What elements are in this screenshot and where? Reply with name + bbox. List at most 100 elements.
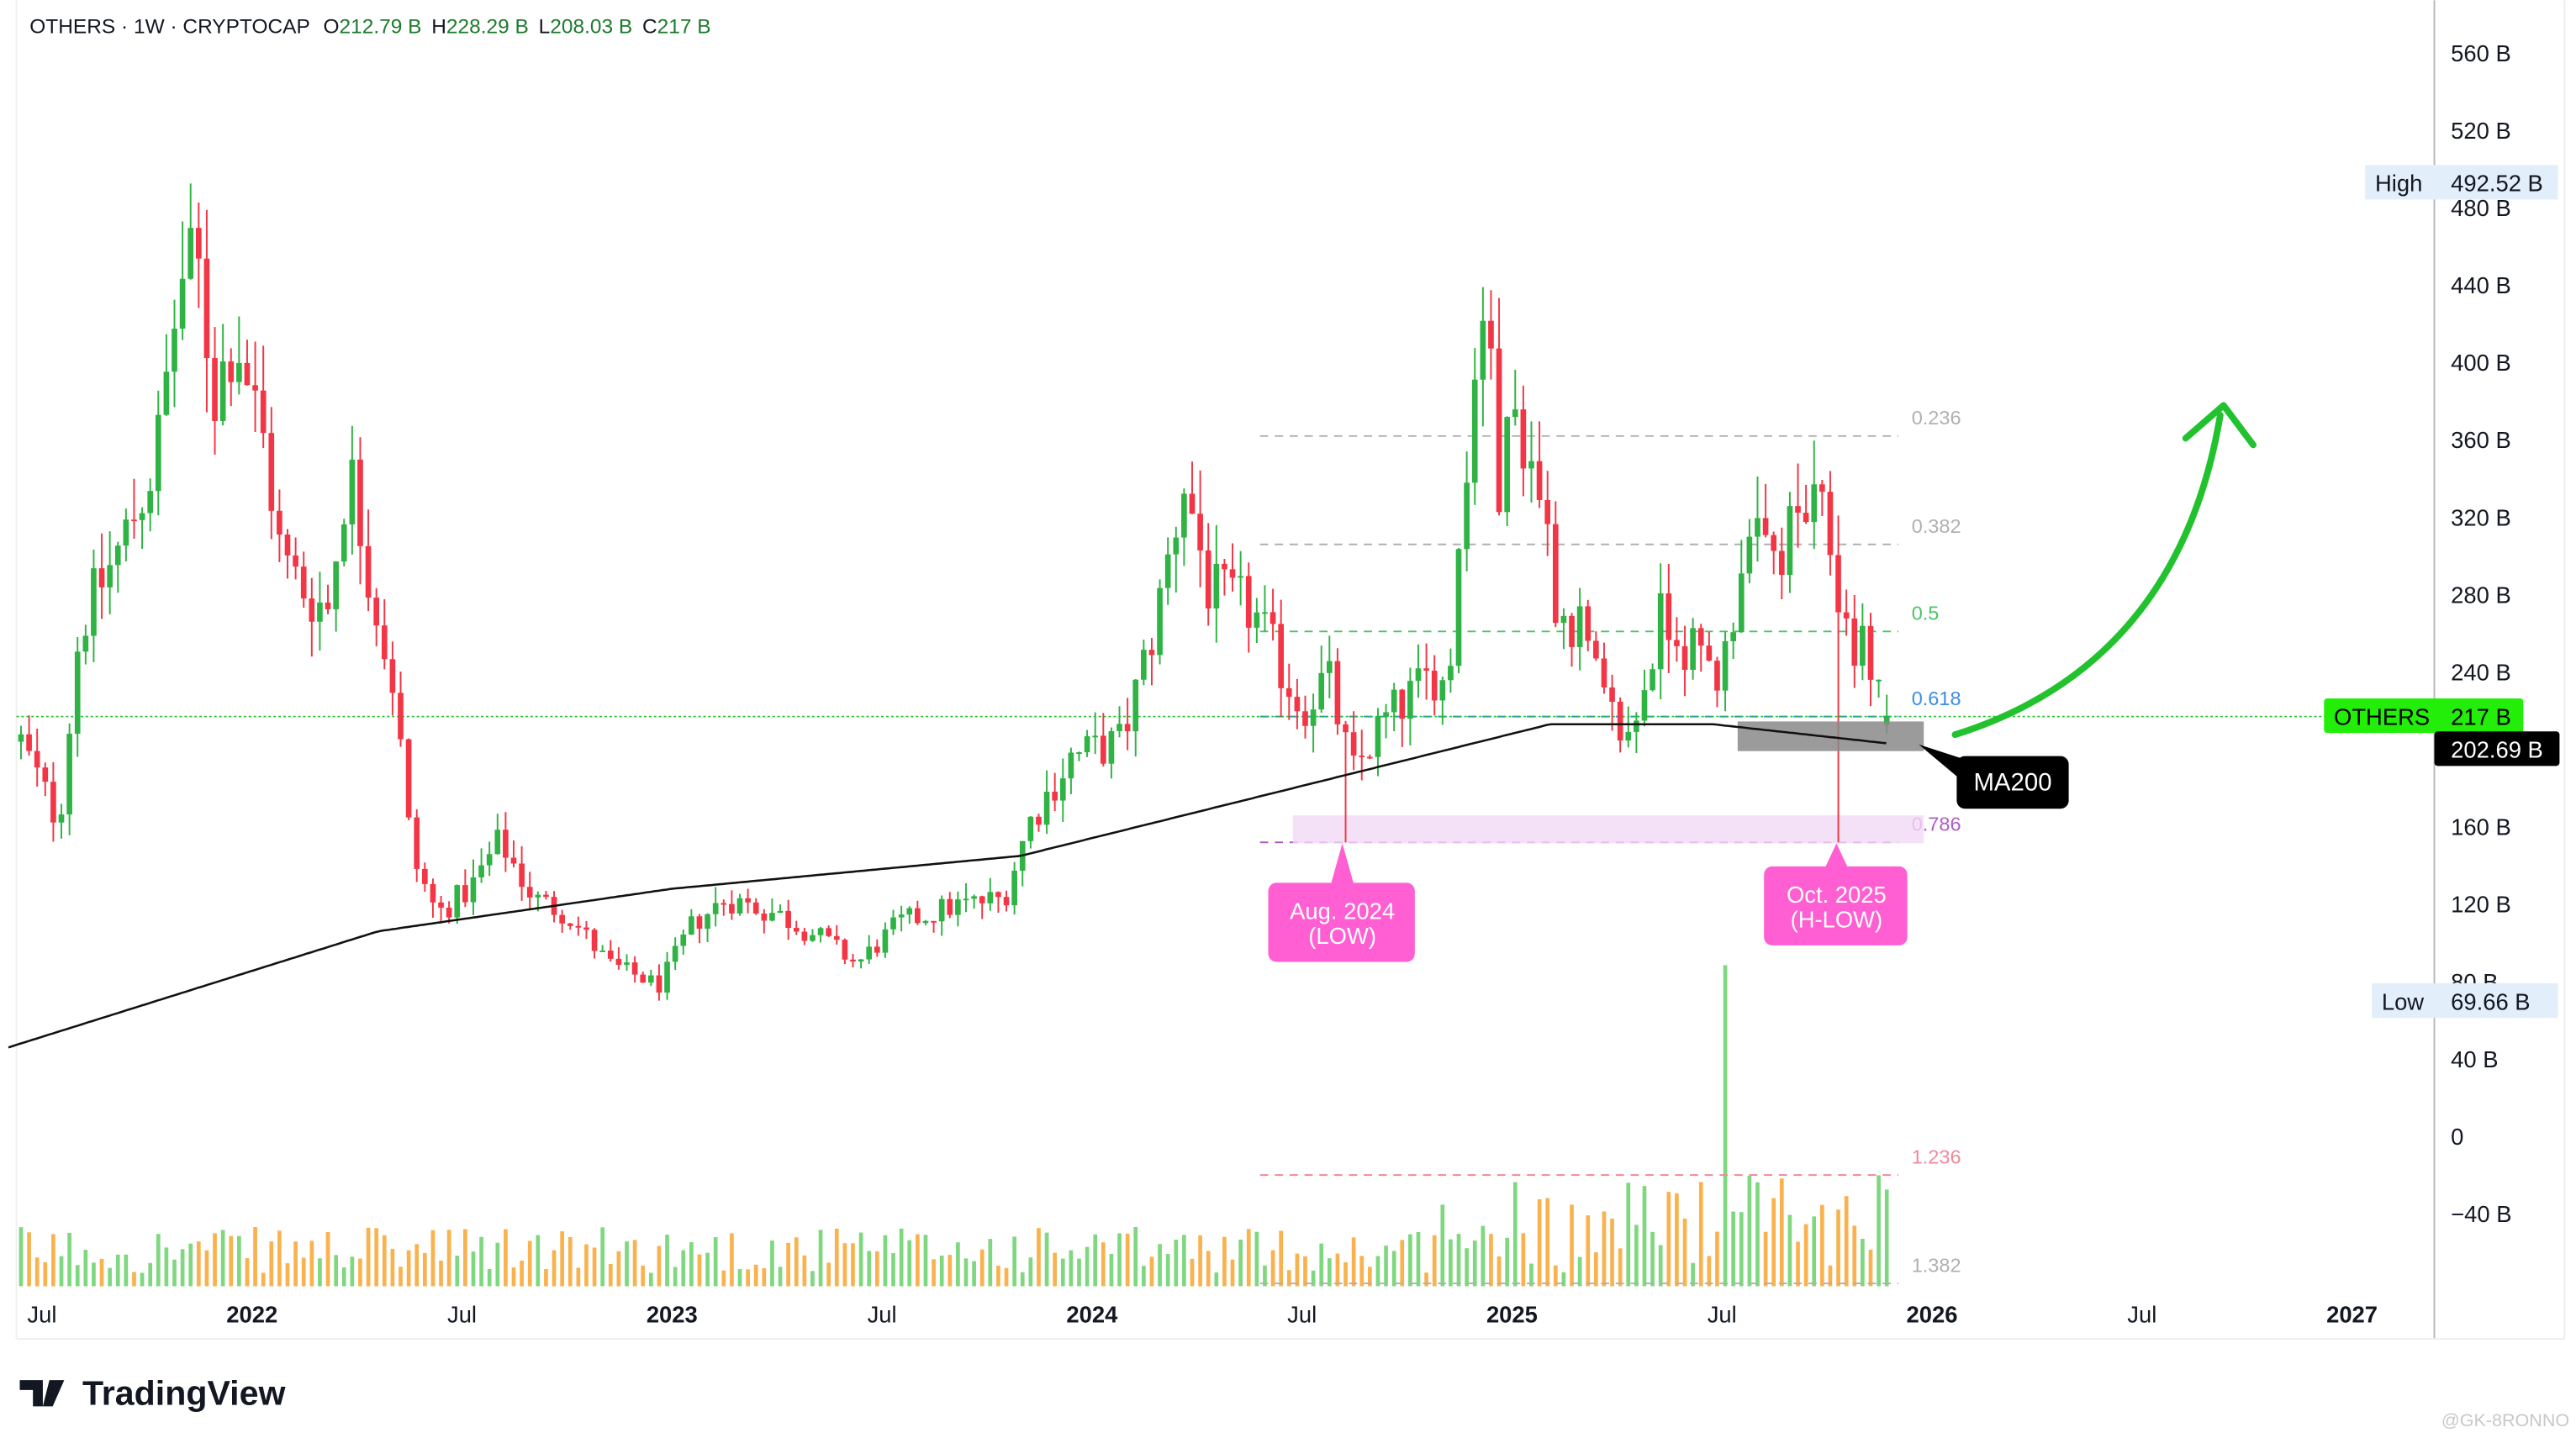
candle-body [454,885,461,918]
candle-body [503,830,509,858]
price-tick-label: 40 B [2451,1046,2498,1072]
candle-body [1536,461,1543,500]
candle-body [1197,514,1203,550]
last-price-marker: OTHERS 217 B [2324,698,2524,734]
candle-body [131,519,137,522]
candle-body [793,928,800,932]
candle-body [1576,606,1583,647]
volume-bar [1037,1228,1041,1287]
tradingview-logo[interactable]: TradingView [19,1373,287,1412]
volume-bar [1391,1251,1396,1287]
candle-body [300,566,307,599]
volume-bar [1142,1266,1146,1287]
candle-body [196,228,202,259]
candle-body [1229,569,1236,578]
candle-body [340,524,347,562]
volume-bar [1327,1258,1332,1287]
candle-body [66,734,72,815]
candle-body [696,916,703,929]
candle-body [1585,606,1592,641]
candle-body [1173,537,1180,555]
volume-bar [1198,1235,1202,1287]
volume-bar [1650,1231,1655,1287]
candle-body [1827,492,1834,556]
candle-body [1439,680,1446,701]
candle-body [874,946,880,953]
candle-body [1560,615,1567,624]
candle-body [1367,756,1373,759]
symbol-header[interactable]: OTHERS · 1W · CRYPTOCAP O212.79 B H228.29 … [29,16,710,39]
volume-bar [132,1272,136,1287]
candle-body [1350,732,1357,756]
volume-bar [1489,1234,1493,1287]
volume-bar [1117,1233,1122,1287]
close-value: 217 B [657,16,711,39]
candle-body [1771,535,1777,551]
volume-bar [737,1269,742,1287]
candle-body [1359,755,1365,757]
volume-bar [1109,1253,1114,1287]
volume-bar [382,1235,387,1287]
volume-bar [1529,1263,1533,1287]
candle-body [1189,493,1196,514]
candle-body [462,885,468,903]
price-tick-label: 360 B [2451,427,2511,453]
volume-bar [108,1267,113,1287]
volume-bar [867,1251,872,1287]
candle-body [1278,624,1285,688]
time-axis[interactable]: Jul 2022 Jul 2023 Jul 2024 Jul 2025 Jul 2026 Jul 20… [27,1302,2378,1328]
candle-body [1205,550,1211,608]
candle-body [50,782,56,823]
candle-body [1625,731,1632,741]
volume-bar [1884,1189,1889,1287]
candle-body [963,898,969,901]
candle-body [607,950,614,959]
volume-bar [899,1228,904,1287]
volume-bar [665,1235,669,1287]
volume-bar [188,1243,193,1287]
candle-body [203,258,210,359]
candle-body [42,767,49,782]
volume-bar [34,1257,40,1287]
green-up-arrow [1951,412,2224,739]
candle-body [1867,625,1874,680]
volume-bar [1779,1178,1784,1287]
ma200-callout-text: MA200 [1973,769,2051,797]
volume-bar [1658,1245,1663,1287]
candle-body [689,916,694,935]
volume-bar [1505,1237,1510,1287]
candle-body [1076,752,1082,755]
volume-bar [1449,1239,1453,1287]
volume-bar [1093,1234,1098,1287]
candle-body [494,830,501,855]
volume-bar [1375,1256,1380,1287]
volume-bar [495,1242,500,1287]
volume-bar [1004,1267,1009,1287]
volume-bar [1238,1239,1243,1287]
volume-bar [301,1257,306,1287]
volume-bar [600,1227,605,1287]
volume-bar [1158,1244,1162,1287]
fib-label-1.382: 1.382 [1912,1254,1961,1276]
volume-bar [1561,1272,1566,1287]
volume-bar [18,1227,24,1287]
volume-bar [963,1258,969,1287]
volume-bar [430,1230,435,1287]
volume-bar [746,1269,750,1287]
candles [18,183,1890,1001]
volume-bar [1432,1235,1437,1287]
volume-bar [99,1258,104,1287]
candle-body [1609,687,1615,702]
candle-body [293,555,298,567]
volume-bar [1472,1240,1477,1287]
volume-bar [576,1267,581,1287]
candle-body [1552,524,1559,624]
candle-body [955,899,961,915]
candle-body [1471,379,1478,483]
time-tick-label: Jul [2127,1302,2156,1328]
volume-bar [689,1241,694,1287]
candle-body [1343,724,1349,733]
candle-body [1003,897,1010,906]
volume-bar [1465,1248,1469,1287]
